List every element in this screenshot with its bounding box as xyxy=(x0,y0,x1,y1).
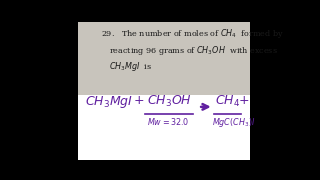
Text: 29.   The number of moles of $\mathit{CH_4}$  formed by: 29. The number of moles of $\mathit{CH_4… xyxy=(101,27,284,40)
Text: $\mathit{CH_3MgI}$  is: $\mathit{CH_3MgI}$ is xyxy=(109,60,152,73)
Text: $CH_4$: $CH_4$ xyxy=(215,94,240,109)
Text: $CH_3OH$: $CH_3OH$ xyxy=(147,94,192,109)
Text: $MgC(CH_3)I$: $MgC(CH_3)I$ xyxy=(212,116,255,129)
Text: $+$: $+$ xyxy=(237,94,249,107)
Text: $CH_3MgI$: $CH_3MgI$ xyxy=(85,94,133,110)
Text: reacting 96 grams of $\mathit{CH_3OH}$  with excess: reacting 96 grams of $\mathit{CH_3OH}$ w… xyxy=(109,44,278,57)
Text: $+$: $+$ xyxy=(133,94,144,107)
Bar xyxy=(78,22,250,95)
Text: $Mw = 32.0$: $Mw = 32.0$ xyxy=(147,116,189,127)
Bar xyxy=(78,95,250,160)
